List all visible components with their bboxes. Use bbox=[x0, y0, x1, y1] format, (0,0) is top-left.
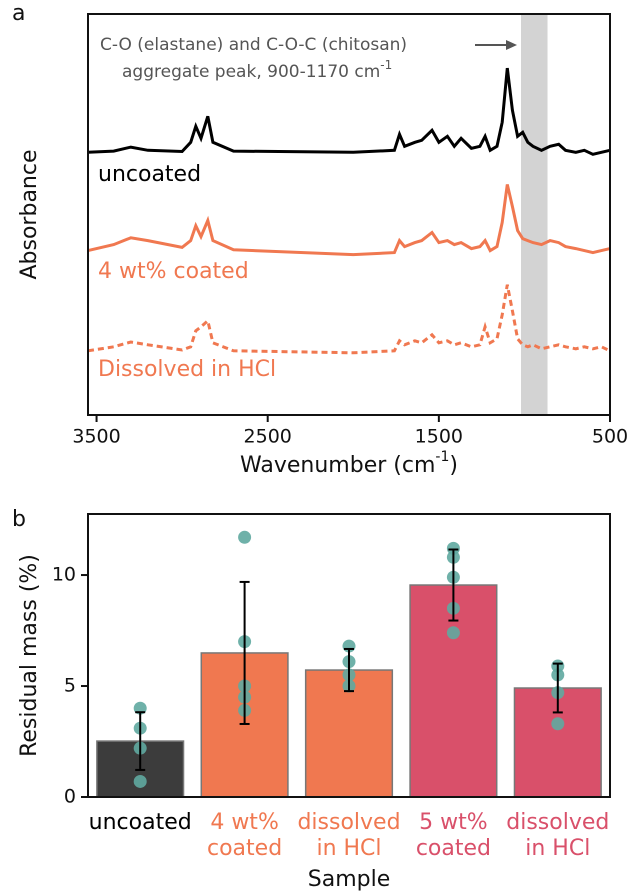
spectrum-line bbox=[87, 184, 611, 257]
x-tick-label: 3500 bbox=[72, 426, 120, 448]
y-axis-label: Absorbance bbox=[17, 149, 42, 279]
data-point bbox=[133, 774, 147, 788]
x-tick-label: in HCl bbox=[525, 836, 590, 861]
plot-frame bbox=[87, 13, 611, 416]
annotation: C-O (elastane) and C-O-C (chitosan) bbox=[100, 35, 407, 55]
y-tick-label: 0 bbox=[64, 786, 76, 808]
x-tick-label: 1500 bbox=[415, 426, 463, 448]
x-axis-label-sup: -1 bbox=[435, 449, 449, 465]
panel-letter: b bbox=[12, 507, 26, 532]
data-point bbox=[551, 717, 565, 731]
series-label: uncoated bbox=[98, 162, 201, 187]
x-tick-label: uncoated bbox=[89, 810, 192, 835]
x-tick-label: dissolved bbox=[297, 810, 400, 835]
data-point bbox=[446, 626, 460, 640]
annotation-sup: -1 bbox=[380, 58, 392, 72]
spectrum-line bbox=[87, 67, 611, 156]
x-tick-label: 2500 bbox=[244, 426, 292, 448]
data-point bbox=[238, 530, 252, 544]
series-label: Dissolved in HCl bbox=[98, 357, 276, 382]
panel-letter: a bbox=[12, 1, 25, 26]
y-axis-label: Residual mass (%) bbox=[17, 554, 42, 757]
annotation-arrowhead bbox=[506, 40, 517, 50]
x-axis-label: Sample bbox=[308, 867, 391, 892]
series-label: 4 wt% coated bbox=[98, 259, 249, 284]
x-tick-label: 4 wt% bbox=[210, 810, 279, 835]
x-tick-label: coated bbox=[207, 836, 282, 861]
x-tick-label: 500 bbox=[592, 426, 628, 448]
y-tick-label: 10 bbox=[52, 564, 76, 586]
annotation-text: aggregate peak, 900-1170 cm bbox=[122, 62, 380, 82]
x-tick-label: dissolved bbox=[506, 810, 609, 835]
x-axis-label-tail: ) bbox=[449, 453, 458, 478]
y-tick-label: 5 bbox=[64, 675, 76, 697]
plot-frame bbox=[87, 513, 611, 798]
x-axis-label-text: Wavenumber (cm bbox=[240, 453, 435, 478]
annotation: aggregate peak, 900-1170 cm-1 bbox=[122, 58, 392, 83]
x-tick-label: coated bbox=[416, 836, 491, 861]
x-axis-label: Wavenumber (cm-1) bbox=[240, 449, 458, 478]
highlight-band bbox=[521, 14, 548, 415]
x-tick-label: in HCl bbox=[316, 836, 381, 861]
x-tick-label: 5 wt% bbox=[419, 810, 488, 835]
